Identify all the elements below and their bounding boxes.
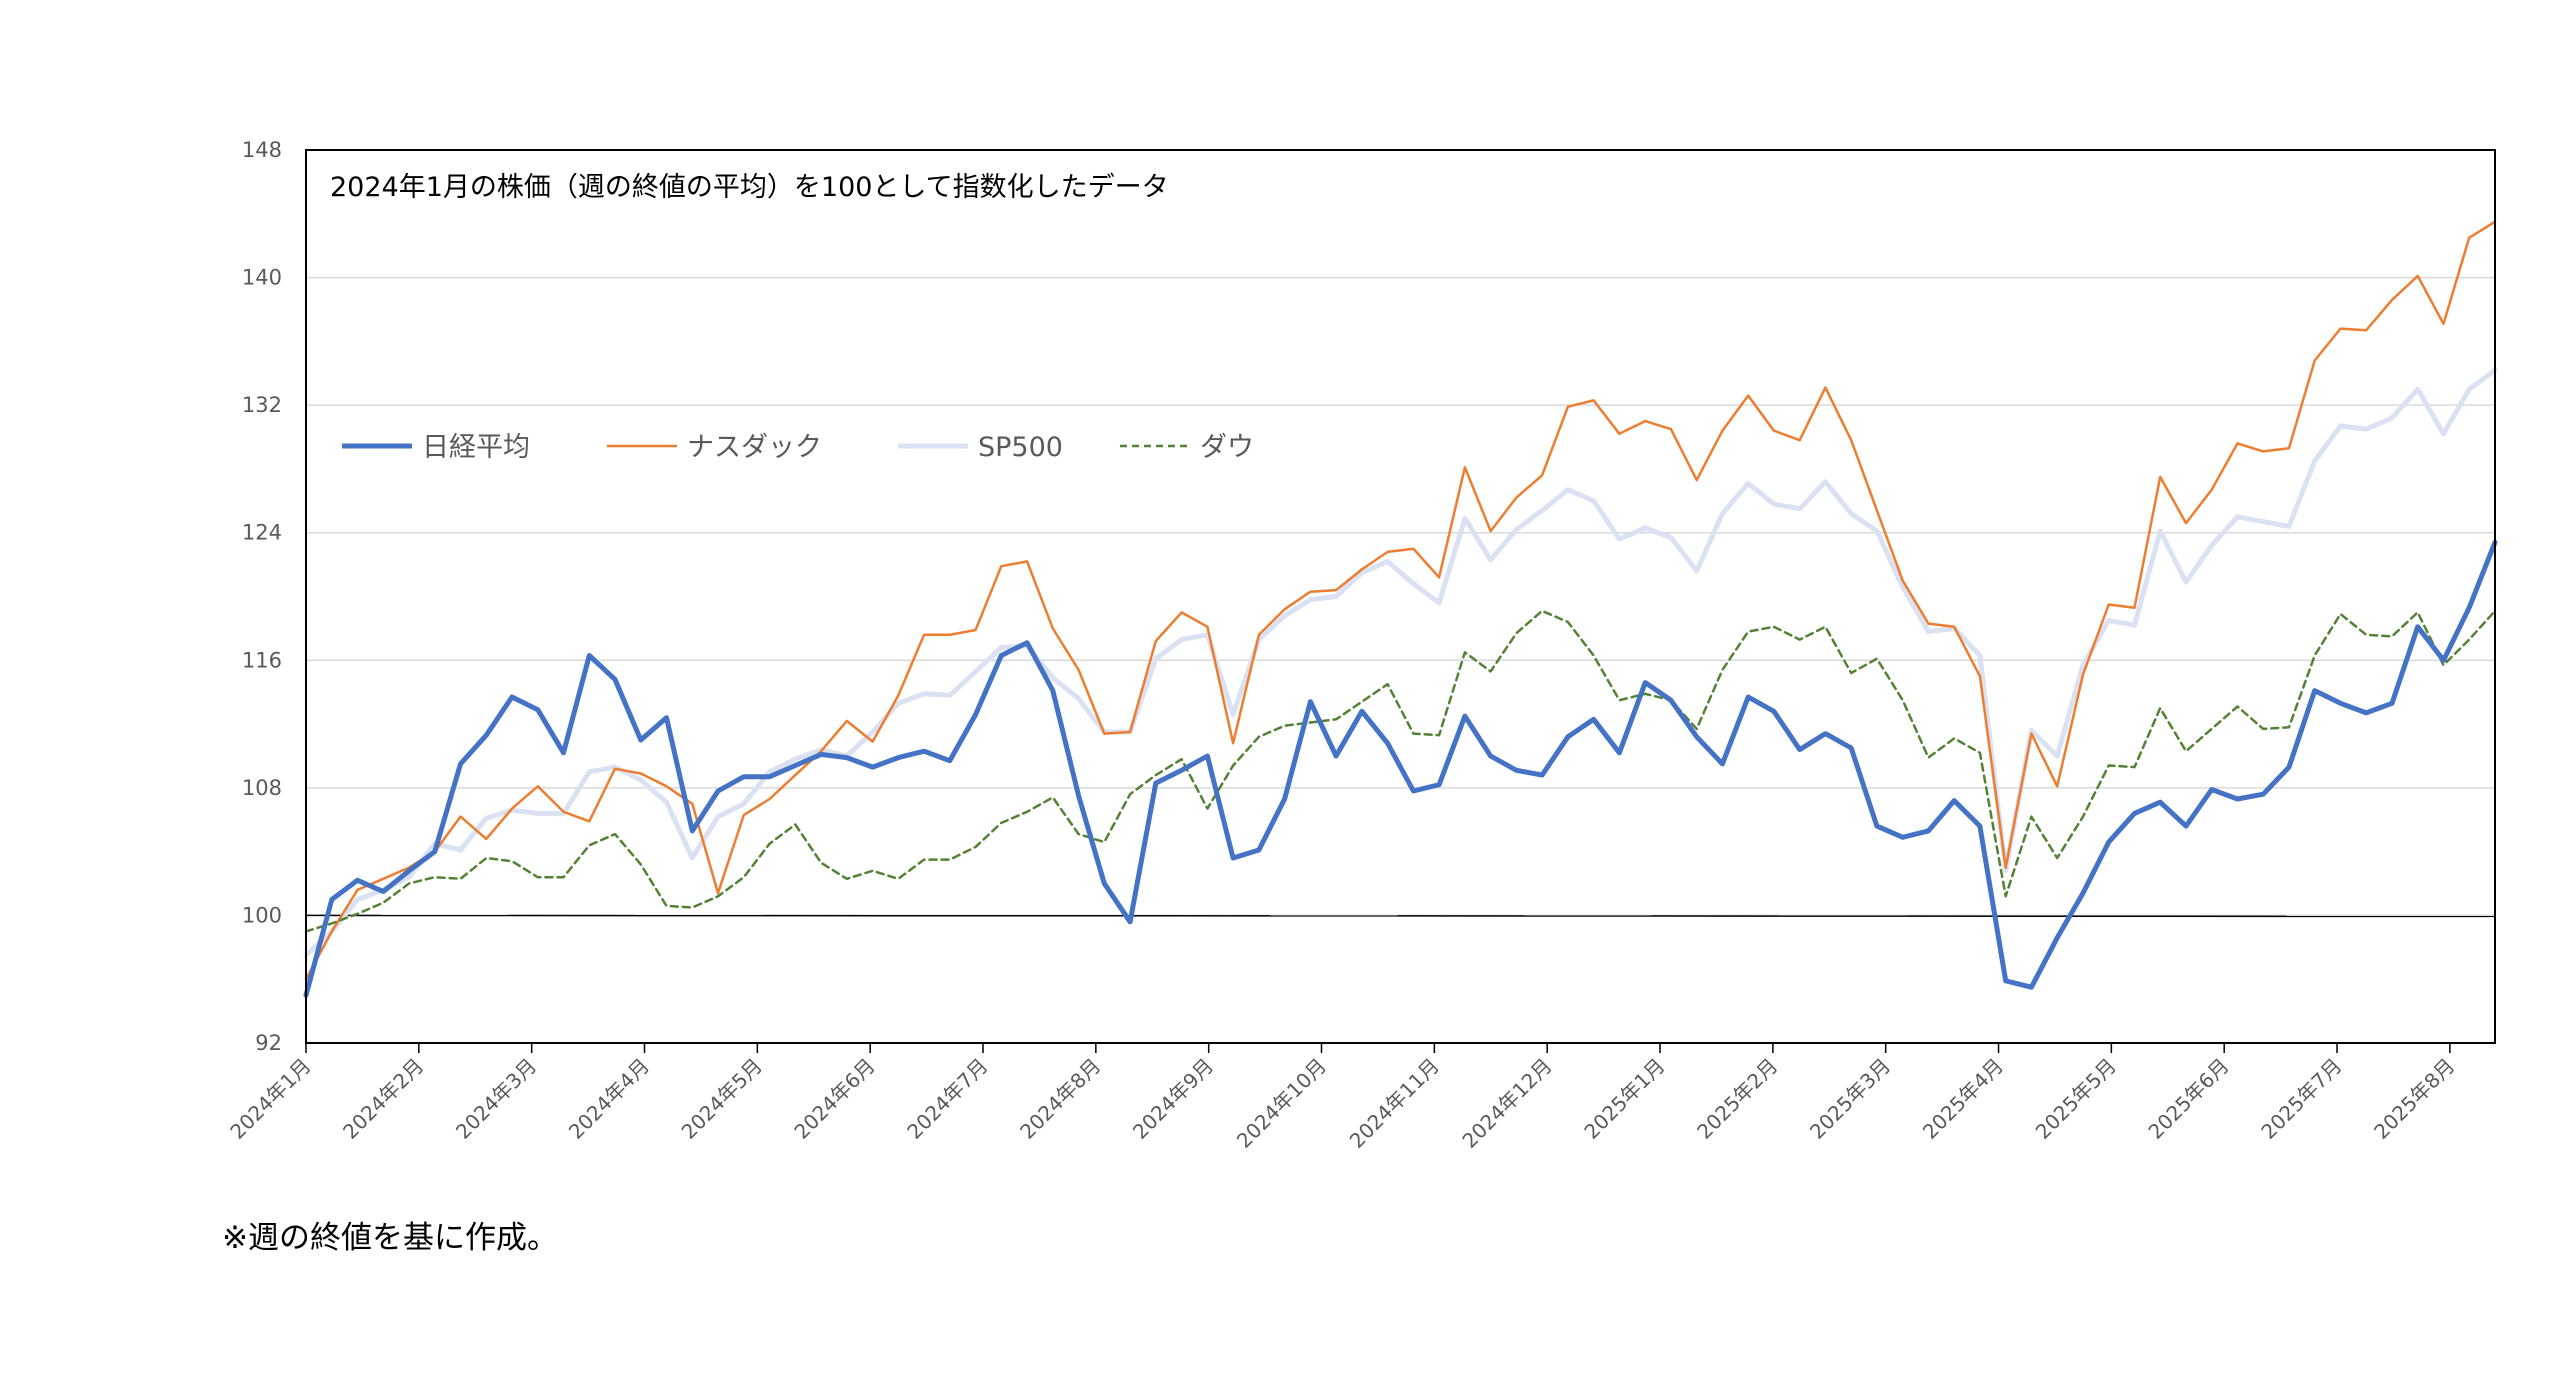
gridlines	[306, 149, 2495, 1044]
y-tick-label: 100	[242, 903, 282, 927]
y-tick-label: 140	[242, 266, 282, 290]
x-tick-label: 2024年12月	[1457, 1054, 1556, 1153]
x-tick-label: 2025年5月	[2031, 1054, 2121, 1144]
legend-label: SP500	[978, 432, 1063, 463]
x-tick-label: 2024年4月	[564, 1054, 654, 1144]
x-tick-label: 2025年6月	[2143, 1054, 2233, 1144]
x-tick-label: 2025年1月	[1579, 1054, 1669, 1144]
reference-line-100	[305, 914, 2496, 918]
y-axis-tick-labels: 92 100 108 116 124 132 140 148	[242, 138, 282, 1055]
y-tick-label: 148	[242, 138, 282, 162]
chart-title: 2024年1月の株価（週の終値の平均）を100として指数化したデータ	[330, 172, 1169, 203]
series-line-2	[303, 367, 2498, 958]
x-tick-label: 2025年3月	[1805, 1054, 1895, 1144]
x-tick-label: 2024年9月	[1128, 1054, 1218, 1144]
footnote: ※週の終値を基に作成。	[222, 1220, 558, 1256]
x-tick-label: 2025年8月	[2369, 1054, 2459, 1144]
x-tick-label: 2025年2月	[1692, 1054, 1782, 1144]
y-tick-label: 92	[255, 1031, 282, 1055]
series-line-1	[304, 220, 2497, 981]
legend-label: ナスダック	[687, 432, 822, 463]
x-tick-label: 2025年4月	[1918, 1054, 2008, 1144]
series-lines	[303, 220, 2498, 998]
x-tick-label: 2024年11月	[1345, 1054, 1444, 1153]
x-tick-label: 2024年10月	[1232, 1054, 1331, 1153]
legend: 日経平均 ナスダック SP500 ダウ	[342, 432, 1254, 463]
x-axis-tick-labels: 2024年1月 2024年2月 2024年3月 2024年4月 2024年5月 2024年…	[225, 1043, 2459, 1153]
x-tick-label: 2024年8月	[1015, 1054, 1105, 1144]
plot-area-border	[305, 149, 2496, 1044]
x-tick-label: 2025年7月	[2256, 1054, 2346, 1144]
series-line-3	[304, 609, 2497, 933]
legend-label: ダウ	[1200, 432, 1254, 463]
x-tick-label: 2024年2月	[338, 1054, 428, 1144]
y-tick-label: 108	[242, 776, 282, 800]
x-tick-label: 2024年3月	[451, 1054, 541, 1144]
y-tick-label: 116	[242, 648, 282, 672]
legend-label: 日経平均	[422, 432, 530, 463]
x-tick-label: 2024年6月	[789, 1054, 879, 1144]
y-tick-label: 132	[242, 393, 282, 417]
x-tick-label: 2024年7月	[902, 1054, 992, 1144]
x-tick-label: 2024年5月	[677, 1054, 767, 1144]
series-line-0	[303, 539, 2498, 998]
y-tick-label: 124	[242, 521, 282, 545]
x-tick-label: 2024年1月	[225, 1054, 315, 1144]
